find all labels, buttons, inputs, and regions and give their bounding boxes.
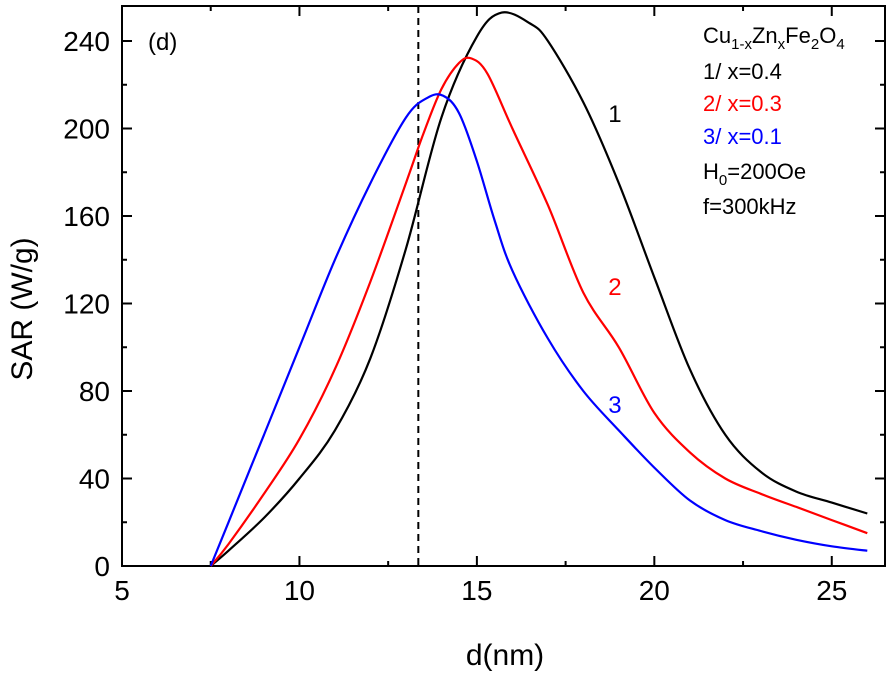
series-line-3: [209, 93, 868, 567]
y-tick-label-200: 200: [63, 114, 110, 145]
y-tick-label-240: 240: [63, 26, 110, 57]
x-tick-label-25: 25: [816, 575, 847, 606]
x-tick-label-20: 20: [639, 575, 670, 606]
series-line-2: [209, 56, 868, 567]
legend-entry-1: 1/ x=0.4: [703, 59, 782, 84]
series-group: 1 2 3: [209, 11, 868, 567]
series-line-1: [209, 11, 868, 567]
y-tick-label-80: 80: [79, 376, 110, 407]
y-tick-label-120: 120: [63, 289, 110, 320]
panel-label: (d): [148, 29, 177, 56]
y-tick-label-40: 40: [79, 464, 110, 495]
series-label-3: 3: [608, 392, 621, 419]
x-tick-label-10: 10: [284, 575, 315, 606]
x-tick-label-15: 15: [461, 575, 492, 606]
series-label-2: 2: [608, 274, 621, 301]
y-tick-label-160: 160: [63, 201, 110, 232]
legend-title: Cu1-xZnxFe2O4: [703, 23, 845, 53]
legend-frequency: f=300kHz: [703, 194, 797, 219]
y-tick-label-0: 0: [94, 551, 110, 582]
legend: Cu1-xZnxFe2O4 1/ x=0.4 2/ x=0.3 3/ x=0.1…: [703, 23, 845, 219]
legend-field: H0=200Oe: [703, 159, 806, 189]
series-label-1: 1: [608, 101, 621, 128]
x-tick-label-5: 5: [114, 575, 130, 606]
legend-entry-2: 2/ x=0.3: [703, 91, 782, 116]
legend-entry-3: 3/ x=0.1: [703, 124, 782, 149]
plot-frame: [121, 5, 886, 567]
axes: 5 10 15 20 25 0 40 80 120 160 200 240: [63, 5, 886, 606]
x-axis-title: d(nm): [466, 639, 544, 672]
y-axis-title: SAR (W/g): [6, 237, 39, 380]
